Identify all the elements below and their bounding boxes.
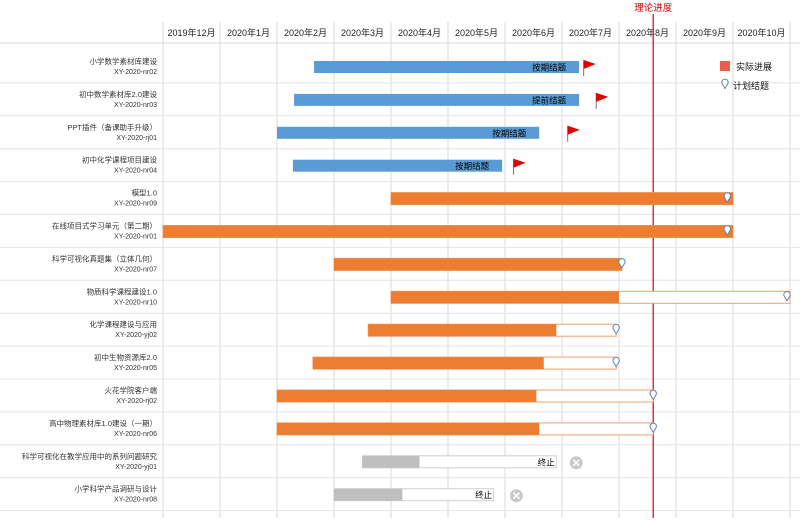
task-name: 小学数学素材库建设 <box>90 56 158 66</box>
actual-bar[interactable] <box>292 159 503 172</box>
today-label: 理论进度 <box>634 2 673 14</box>
task-name: 化学课程建设与应用 <box>90 319 158 329</box>
task-code: XY-2020-rj01 <box>116 135 157 142</box>
status-label: 按期结题 <box>455 161 490 171</box>
legend-actual-label: 实际进展 <box>736 61 772 72</box>
legend-pin-icon <box>721 78 729 90</box>
flag-cloth <box>583 60 596 69</box>
task-name: 物质科学课程建设1.0 <box>87 286 157 296</box>
task-name: 小学科学产品调研与设计 <box>75 484 158 494</box>
task-code: XY-2020-nr05 <box>114 365 157 372</box>
pin-icon <box>612 323 620 335</box>
task-name: 科学可视化在教学应用中的系列问题研究 <box>22 451 157 461</box>
terminated-icon <box>569 456 583 470</box>
actual-bar[interactable] <box>368 324 557 337</box>
red-flag-icon <box>595 92 609 109</box>
month-tick-label: 2019年12月 <box>167 27 215 38</box>
pin-icon <box>649 389 657 401</box>
task-code: XY-2020-nr03 <box>114 102 157 109</box>
actual-bar[interactable] <box>314 61 580 73</box>
actual-bar[interactable] <box>312 357 544 370</box>
terminated-cross <box>512 492 520 500</box>
pin-icon <box>783 291 791 302</box>
task-code: XY-2020-yj02 <box>115 332 157 339</box>
flag-cloth <box>567 125 580 135</box>
month-tick-label: 2020年9月 <box>683 27 726 38</box>
actual-bar[interactable] <box>391 291 619 304</box>
pin-shape <box>721 78 729 90</box>
task-name: 初中生物资源库2.0 <box>94 352 157 362</box>
actual-bar[interactable] <box>277 422 540 435</box>
task-code: XY-2020-nr06 <box>114 431 157 438</box>
terminated-cross <box>572 459 580 467</box>
task-code: XY-2020-rj02 <box>116 398 157 405</box>
task-name: 高中物理素材库1.0建设（一期） <box>49 418 157 428</box>
pin-icon <box>618 258 626 269</box>
actual-bar[interactable] <box>277 126 540 139</box>
red-flag-icon <box>567 125 580 142</box>
task-name: 初中数学素材库2.0建设 <box>79 89 157 99</box>
task-code: XY-2020-nr01 <box>114 234 157 241</box>
actual-bar[interactable] <box>277 390 537 402</box>
task-name: 科学可视化真题集（立体几何） <box>52 253 157 263</box>
month-tick-label: 2020年7月 <box>569 27 612 38</box>
task-code: XY-2020-nr02 <box>114 69 157 76</box>
task-name: 初中化学课程项目建设 <box>82 155 157 165</box>
task-code: XY-2020-nr09 <box>114 201 157 208</box>
task-code: XY-2020-nr07 <box>114 266 157 273</box>
month-tick-label: 2020年6月 <box>512 27 555 38</box>
pin-icon <box>723 192 731 204</box>
pin-icon <box>649 422 657 434</box>
actual-bar[interactable] <box>163 225 733 238</box>
task-name: 火花学院客户端 <box>105 385 158 395</box>
pin-shape <box>723 225 731 236</box>
pin-shape <box>618 258 626 269</box>
month-tick-label: 2020年8月 <box>626 27 669 38</box>
pin-shape <box>649 389 657 401</box>
task-name: 在线项目式学习单元（第二期） <box>52 221 157 231</box>
legend-planned-label: 计划结题 <box>733 80 769 91</box>
pin-icon <box>723 225 731 236</box>
pin-shape <box>612 323 620 335</box>
pin-icon <box>612 356 620 368</box>
task-code: XY-2020-nr04 <box>114 168 157 175</box>
month-tick-label: 2020年5月 <box>455 27 498 38</box>
red-flag-icon <box>583 60 596 76</box>
pin-shape <box>649 422 657 434</box>
status-label: 提前结题 <box>532 95 567 105</box>
month-tick-label: 2020年3月 <box>341 27 384 38</box>
legend-actual-swatch <box>720 61 730 71</box>
status-label: 终止 <box>475 490 493 500</box>
pin-shape <box>783 291 791 302</box>
flag-cloth <box>513 158 526 168</box>
flag-cloth <box>596 92 609 102</box>
pin-shape <box>723 192 731 204</box>
task-code: XY-2020-nr10 <box>114 299 157 306</box>
month-tick-label: 2020年10月 <box>737 27 785 38</box>
task-code: XY-2020-nr08 <box>114 497 157 504</box>
task-name: 模型1.0 <box>132 188 157 198</box>
actual-bar[interactable] <box>362 455 420 468</box>
task-code: XY-2020-yj01 <box>115 464 157 471</box>
red-flag-icon <box>513 158 526 175</box>
actual-bar[interactable] <box>391 192 733 205</box>
status-label: 按期结题 <box>532 63 567 73</box>
actual-bar[interactable] <box>334 258 622 271</box>
month-tick-label: 2020年2月 <box>284 27 327 38</box>
task-name: PPT插件（备课助手升级） <box>67 122 157 132</box>
status-label: 终止 <box>538 457 556 467</box>
terminated-icon <box>509 489 523 503</box>
month-tick-label: 2020年1月 <box>227 27 270 38</box>
actual-bar[interactable] <box>334 488 403 501</box>
month-tick-label: 2020年4月 <box>398 27 441 38</box>
actual-bar[interactable] <box>294 93 580 106</box>
status-label: 按期结题 <box>492 128 527 138</box>
pin-shape <box>612 356 620 368</box>
